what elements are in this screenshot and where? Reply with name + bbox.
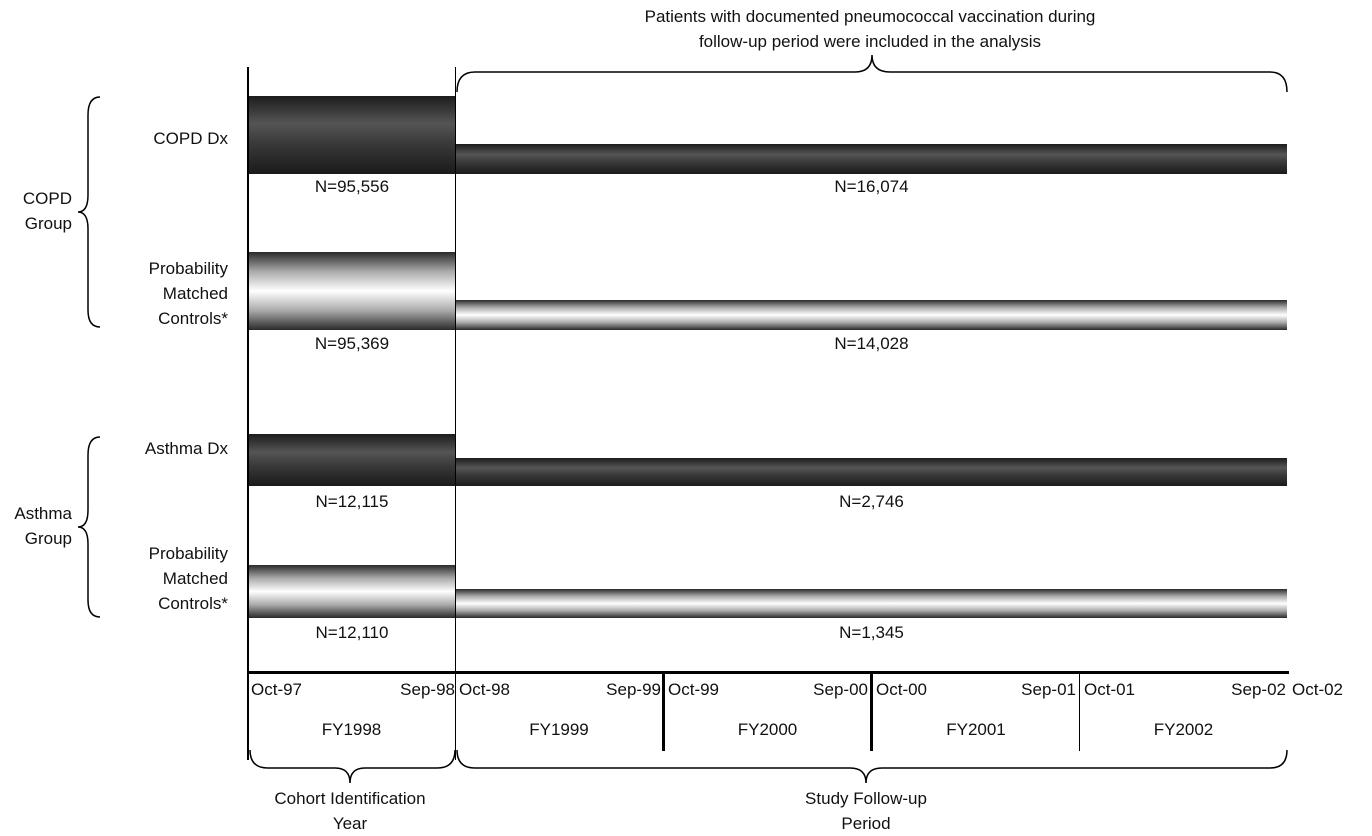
period-fy2000-end: Sep-00 xyxy=(813,680,868,699)
copd-dx-identification-count: N=95,556 xyxy=(314,177,390,196)
cohort-identification-line2: Year xyxy=(332,814,368,833)
asthma-dx-followup-bar xyxy=(456,458,1287,486)
asthma-group-label-line1: Asthma xyxy=(14,504,72,523)
timeline-final-label: Oct-02 xyxy=(1292,680,1344,699)
period-fy1998-start: Oct-97 xyxy=(251,680,303,699)
period-fy2000-start: Oct-99 xyxy=(668,680,720,699)
period-fy1998-end: Sep-98 xyxy=(400,680,455,699)
period-fy2002-end: Sep-02 xyxy=(1231,680,1286,699)
asthma-controls-followup-count: N=1,345 xyxy=(839,623,904,642)
cohort-identification-label: Cohort Identification Year xyxy=(240,786,460,836)
period-fy2001-label: FY2001 xyxy=(946,720,1006,739)
period-fy2002-label: FY2002 xyxy=(1153,720,1214,739)
copd-group-label: COPD Group xyxy=(0,186,72,236)
asthma-dx-identification-count: N=12,115 xyxy=(315,492,389,511)
asthma-group-brace xyxy=(77,436,101,618)
row-label-copd-controls-line3: Controls* xyxy=(158,309,228,328)
period-fy2001-start: Oct-00 xyxy=(876,680,928,699)
period-fy1999-end: Sep-99 xyxy=(606,680,661,699)
asthma-controls-identification-count: N=12,110 xyxy=(315,623,389,642)
asthma-group-label-line2: Group xyxy=(24,529,72,548)
followup-bottom-brace xyxy=(456,749,1288,784)
period-fy1999-label: FY1999 xyxy=(529,720,589,739)
copd-controls-identification-count: N=95,369 xyxy=(314,334,390,353)
cohort-divider-line xyxy=(455,67,456,760)
fy2001-divider xyxy=(870,673,873,751)
left-axis-line xyxy=(247,67,249,760)
fy2002-divider xyxy=(1079,673,1080,751)
row-label-copd-controls-line1: Probability xyxy=(148,259,228,278)
period-fy1998-label: FY1998 xyxy=(321,720,382,739)
asthma-controls-identification-bar xyxy=(248,565,456,618)
copd-controls-identification-bar xyxy=(248,252,456,330)
fy2000-divider xyxy=(662,673,665,751)
copd-group-brace xyxy=(77,96,101,328)
copd-dx-followup-bar xyxy=(456,144,1287,174)
cohort-identification-line1: Cohort Identification xyxy=(274,789,426,808)
row-label-asthma-controls-line2: Matched xyxy=(162,569,228,588)
row-label-asthma-controls-line1: Probability xyxy=(148,544,228,563)
copd-dx-identification-bar xyxy=(248,96,456,174)
study-followup-line1: Study Follow-up xyxy=(805,789,927,808)
cohort-bottom-brace xyxy=(249,749,456,784)
asthma-group-label: Asthma Group xyxy=(0,501,72,551)
study-followup-label: Study Follow-up Period xyxy=(756,786,976,836)
row-label-copd-controls: Probability Matched Controls* xyxy=(100,256,228,331)
row-label-asthma-dx: Asthma Dx xyxy=(144,439,228,458)
copd-group-label-line1: COPD xyxy=(22,189,72,208)
study-followup-line2: Period xyxy=(841,814,891,833)
copd-dx-followup-count: N=16,074 xyxy=(834,177,909,196)
asthma-dx-followup-count: N=2,746 xyxy=(839,492,904,511)
header-note-line1: Patients with documented pneumococcal va… xyxy=(644,7,1096,26)
period-fy2000-label: FY2000 xyxy=(737,720,798,739)
asthma-dx-identification-bar xyxy=(248,434,456,486)
period-fy2002-start: Oct-01 xyxy=(1084,680,1136,699)
header-note: Patients with documented pneumococcal va… xyxy=(540,4,1200,54)
row-label-copd-controls-line2: Matched xyxy=(162,284,228,303)
asthma-controls-followup-bar xyxy=(456,589,1287,618)
copd-group-label-line2: Group xyxy=(24,214,72,233)
row-label-asthma-controls: Probability Matched Controls* xyxy=(100,541,228,616)
copd-controls-followup-count: N=14,028 xyxy=(834,334,909,353)
timeline-axis xyxy=(247,671,1289,674)
period-fy2001-end: Sep-01 xyxy=(1021,680,1076,699)
followup-top-brace xyxy=(456,54,1288,93)
period-fy1999-start: Oct-98 xyxy=(459,680,511,699)
row-label-asthma-controls-line3: Controls* xyxy=(158,594,228,613)
header-note-line2: follow-up period were included in the an… xyxy=(698,32,1042,51)
row-label-copd-dx: COPD Dx xyxy=(153,129,228,148)
copd-controls-followup-bar xyxy=(456,300,1287,330)
